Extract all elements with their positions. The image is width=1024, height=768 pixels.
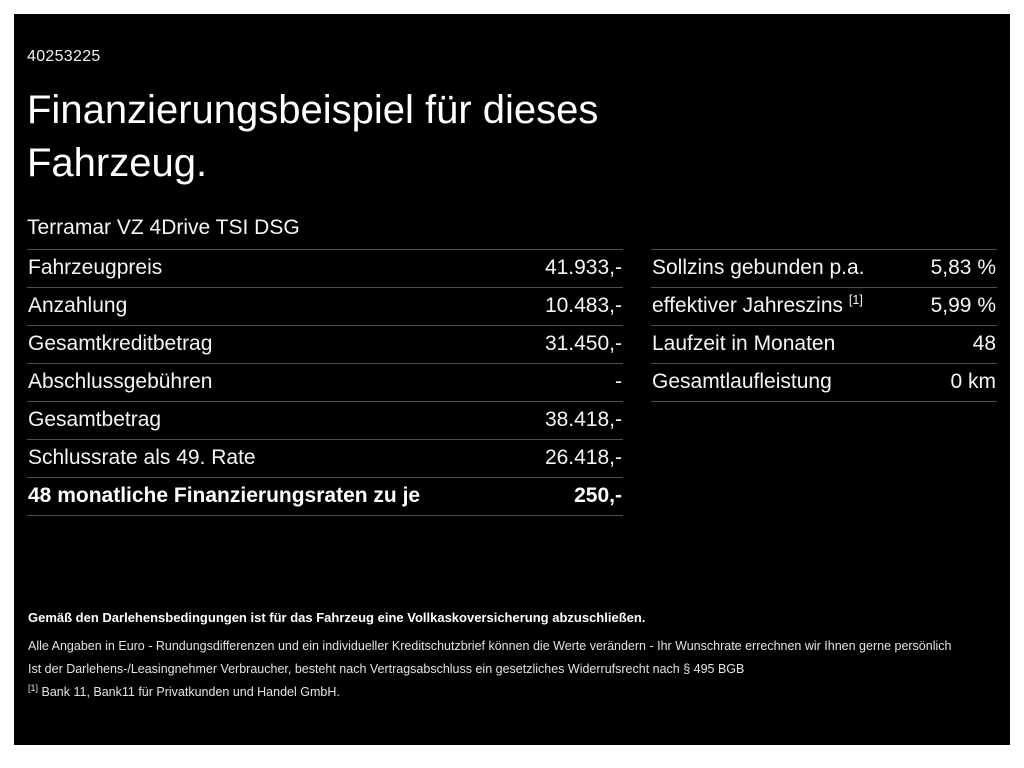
row-value: 48 bbox=[972, 332, 996, 355]
row-value: 41.933,- bbox=[544, 256, 622, 279]
row-label: Sollzins gebunden p.a. bbox=[652, 256, 865, 279]
table-row: Fahrzeugpreis 41.933,- bbox=[27, 249, 623, 287]
table-row: Sollzins gebunden p.a. 5,83 % bbox=[651, 249, 997, 287]
finance-breakdown-table: Fahrzeugpreis 41.933,- Anzahlung 10.483,… bbox=[27, 249, 623, 516]
row-value: 0 km bbox=[950, 370, 996, 393]
row-label: Abschlussgebühren bbox=[28, 370, 213, 393]
row-label: Gesamtbetrag bbox=[28, 408, 162, 431]
row-value: 5,99 % bbox=[930, 294, 996, 317]
row-label: Laufzeit in Monaten bbox=[652, 332, 836, 355]
row-value: 250,- bbox=[574, 484, 622, 507]
table-row: Gesamtbetrag 38.418,- bbox=[27, 401, 623, 439]
table-row: Gesamtlaufleistung 0 km bbox=[651, 363, 997, 402]
insurance-requirement-note: Gemäß den Darlehensbedingungen ist für d… bbox=[28, 610, 646, 625]
row-value: 31.450,- bbox=[544, 332, 622, 355]
bank-footnote: [1] Bank 11, Bank11 für Privatkunden und… bbox=[28, 682, 997, 700]
page-title-line1: Finanzierungsbeispiel für dieses bbox=[27, 88, 599, 132]
legal-footer: Gemäß den Darlehensbedingungen ist für d… bbox=[27, 610, 997, 700]
row-value: - bbox=[615, 370, 622, 393]
row-label: Fahrzeugpreis bbox=[28, 256, 163, 279]
listing-id: 40253225 bbox=[27, 48, 101, 65]
row-label: Gesamtkreditbetrag bbox=[28, 332, 213, 355]
page-title: Finanzierungsbeispiel für dieses Fahrzeu… bbox=[27, 84, 997, 190]
table-row: Gesamtkreditbetrag 31.450,- bbox=[27, 325, 623, 363]
table-row: Schlussrate als 49. Rate 26.418,- bbox=[27, 439, 623, 477]
table-row: effektiver Jahreszins [1] 5,99 % bbox=[651, 287, 997, 325]
row-label: 48 monatliche Finanzierungsraten zu je bbox=[28, 484, 421, 507]
financing-tables: Fahrzeugpreis 41.933,- Anzahlung 10.483,… bbox=[27, 249, 997, 516]
footnote-marker: [1] bbox=[28, 682, 39, 693]
row-value: 10.483,- bbox=[544, 294, 622, 317]
table-row-monthly-rate: 48 monatliche Finanzierungsraten zu je 2… bbox=[27, 477, 623, 516]
finance-conditions-table: Sollzins gebunden p.a. 5,83 % effektiver… bbox=[651, 249, 997, 516]
table-row: Laufzeit in Monaten 48 bbox=[651, 325, 997, 363]
row-value: 5,83 % bbox=[930, 256, 996, 279]
financing-example-panel: 40253225 Finanzierungsbeispiel für diese… bbox=[14, 14, 1010, 745]
disclaimer-line: Alle Angaben in Euro - Rundungsdifferenz… bbox=[28, 639, 952, 653]
row-label: Gesamtlaufleistung bbox=[652, 370, 832, 393]
row-label-text: effektiver Jahreszins bbox=[652, 294, 844, 317]
row-label: effektiver Jahreszins [1] bbox=[652, 294, 873, 318]
table-row: Anzahlung 10.483,- bbox=[27, 287, 623, 325]
row-value: 38.418,- bbox=[544, 408, 622, 431]
row-label: Schlussrate als 49. Rate bbox=[28, 446, 256, 469]
row-value: 26.418,- bbox=[544, 446, 622, 469]
bank-footnote-text: Bank 11, Bank11 für Privatkunden und Han… bbox=[41, 685, 340, 699]
row-label: Anzahlung bbox=[28, 294, 128, 317]
page-title-line2: Fahrzeug. bbox=[27, 141, 208, 185]
withdrawal-right-line: Ist der Darlehens-/Leasingnehmer Verbrau… bbox=[28, 662, 745, 676]
footnote-marker: [1] bbox=[848, 293, 863, 307]
vehicle-name: Terramar VZ 4Drive TSI DSG bbox=[27, 216, 300, 239]
table-row: Abschlussgebühren - bbox=[27, 363, 623, 401]
